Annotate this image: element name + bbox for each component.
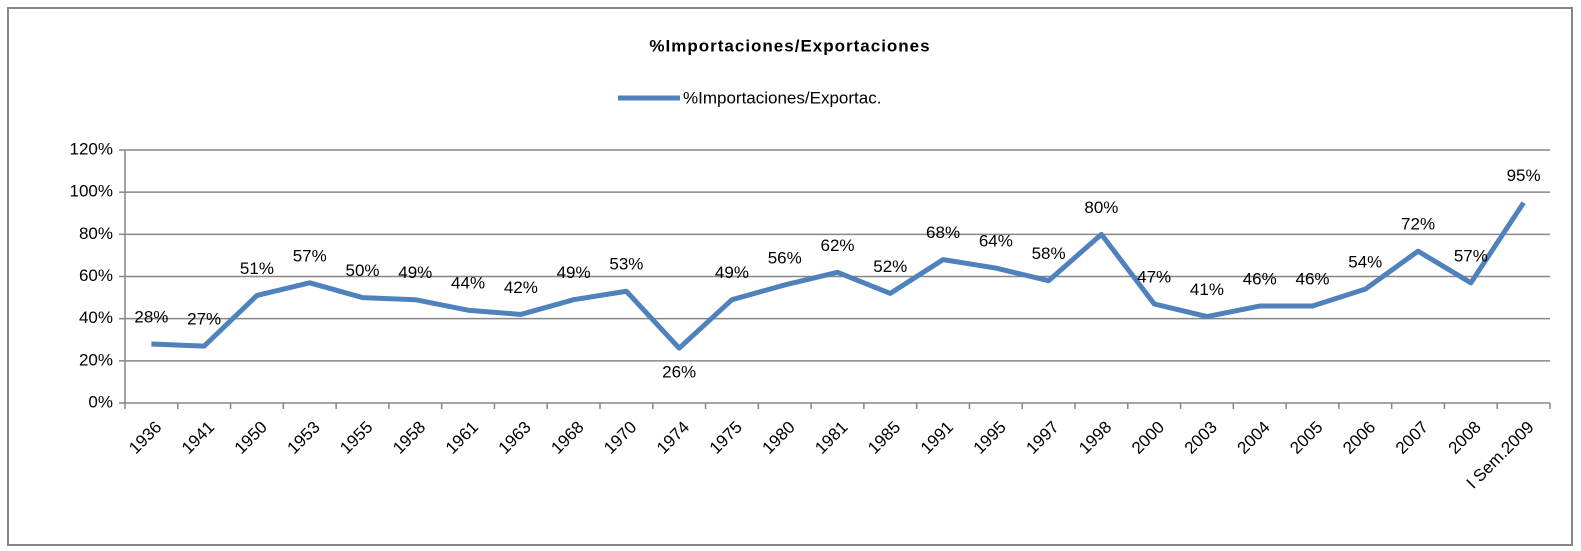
data-line — [151, 201, 1526, 351]
y-tick-label: 0% — [88, 392, 113, 411]
data-label: 49% — [715, 263, 749, 282]
y-tick-label: 80% — [79, 224, 113, 243]
data-label: 68% — [926, 223, 960, 242]
data-label: 26% — [662, 363, 696, 382]
data-label: 72% — [1401, 215, 1435, 234]
data-label: 64% — [979, 232, 1013, 251]
data-label: 95% — [1507, 166, 1541, 185]
y-tick-label: 40% — [79, 308, 113, 327]
data-label: 44% — [451, 274, 485, 293]
data-label: 56% — [768, 248, 802, 267]
data-label: 49% — [557, 263, 591, 282]
data-label: 51% — [240, 259, 274, 278]
data-label: 47% — [1137, 267, 1171, 286]
data-label: 53% — [609, 255, 643, 274]
data-label: 49% — [398, 263, 432, 282]
data-label: 54% — [1348, 253, 1382, 272]
chart-title: %Importaciones/Exportaciones — [649, 36, 930, 55]
data-label: 62% — [820, 236, 854, 255]
data-label: 27% — [187, 310, 221, 329]
y-tick-label: 100% — [70, 182, 113, 201]
y-tick-label: 120% — [70, 139, 113, 158]
y-tick-label: 60% — [79, 266, 113, 285]
data-label: 46% — [1295, 270, 1329, 289]
data-label: 46% — [1243, 270, 1277, 289]
data-label: 52% — [873, 257, 907, 276]
data-label: 58% — [1032, 244, 1066, 263]
data-label: 80% — [1084, 198, 1118, 217]
data-label: 28% — [134, 307, 168, 326]
data-label: 42% — [504, 278, 538, 297]
data-label: 50% — [345, 261, 379, 280]
legend-label: %Importaciones/Exportac. — [683, 88, 881, 107]
data-label: 41% — [1190, 280, 1224, 299]
data-label: 57% — [293, 246, 327, 265]
data-label: 57% — [1454, 246, 1488, 265]
y-tick-label: 20% — [79, 350, 113, 369]
